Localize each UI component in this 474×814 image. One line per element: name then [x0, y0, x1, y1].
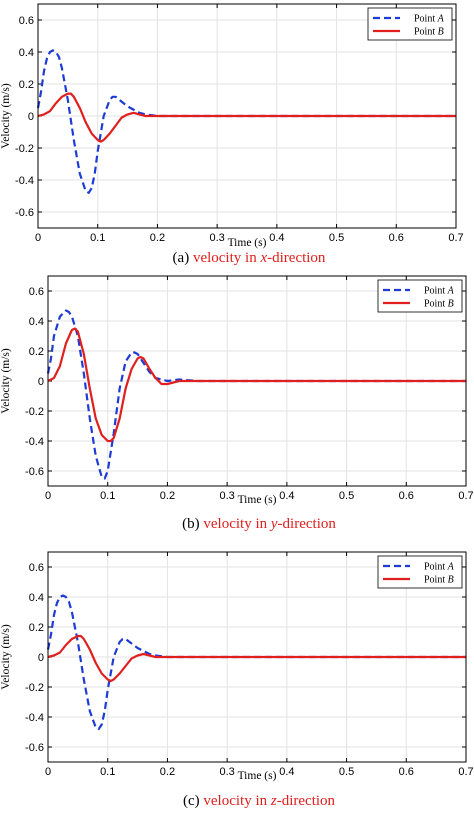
legend-label-point-a: Point A [414, 14, 445, 25]
legend-label-point-b: Point B [414, 27, 444, 38]
x-tick-label: 0.2 [160, 766, 175, 778]
x-tick-label: 0.7 [458, 766, 473, 778]
x-tick-label: 0.6 [399, 490, 414, 502]
legend-label-point-a: Point A [424, 562, 455, 573]
legend-label-point-b: Point B [424, 299, 454, 310]
legend-label-point-a: Point A [424, 286, 455, 297]
x-tick-label: 0.6 [389, 232, 404, 244]
y-axis-label: Velocity (m/s) [0, 624, 12, 690]
series-line-point-a [46, 594, 466, 731]
y-axis-label: Velocity (m/s) [0, 348, 12, 414]
x-tick-label: 0.1 [90, 232, 105, 244]
axes-frame [47, 551, 467, 763]
figure-caption: (b) velocity in y-direction [182, 516, 336, 532]
y-tick-label: 0 [38, 652, 44, 664]
y-tick-label: 0.6 [19, 15, 34, 27]
chart-panel-3: 0 0.1 0.2 0.3 0.4 0.5 0.6 0.7 0.6 0.4 0.2 0 -0.2 -0.4… [0, 551, 474, 809]
x-tick-label: 0.2 [160, 490, 175, 502]
x-tick-label: 0.5 [339, 766, 354, 778]
y-tick-label: -0.6 [25, 742, 44, 754]
series-line-point-b [37, 92, 456, 143]
y-tick-label: -0.4 [15, 175, 34, 187]
legend-label-point-b: Point B [424, 575, 454, 586]
y-tick-label: -0.2 [25, 682, 44, 694]
series-line-point-a [46, 309, 466, 480]
y-tick-label: 0.4 [29, 592, 44, 604]
x-tick-label: 0.1 [100, 490, 115, 502]
legend-box [377, 555, 463, 589]
x-tick-label: 0.5 [329, 232, 344, 244]
legend-box [367, 7, 453, 41]
y-tick-label: -0.2 [15, 143, 34, 155]
y-tick-label: 0.6 [29, 286, 44, 298]
x-tick-label: 0 [45, 490, 51, 502]
x-tick-label: 0.3 [219, 490, 234, 502]
x-tick-label: 0.3 [209, 232, 224, 244]
x-tick-label: 0.7 [458, 490, 473, 502]
x-tick-label: 0.7 [448, 232, 463, 244]
x-tick-label: 0.2 [150, 232, 165, 244]
y-tick-label: 0.4 [19, 47, 34, 59]
x-axis-label: Time (s) [238, 770, 277, 782]
y-tick-label: -0.4 [25, 712, 44, 724]
series-line-point-b [47, 327, 466, 443]
y-tick-label: -0.6 [25, 466, 44, 478]
x-tick-label: 0 [35, 232, 41, 244]
x-tick-label: 0.1 [100, 766, 115, 778]
x-tick-label: 0.5 [339, 490, 354, 502]
series-line-point-b [47, 634, 466, 683]
y-axis-label: Velocity (m/s) [0, 83, 12, 149]
y-tick-label: 0.2 [29, 622, 44, 634]
y-tick-label: -0.4 [25, 436, 44, 448]
x-axis-label: Time (s) [228, 237, 267, 249]
legend-box [377, 279, 463, 313]
x-tick-label: 0.4 [279, 490, 294, 502]
y-tick-label: -0.2 [25, 406, 44, 418]
x-tick-label: 0.3 [219, 766, 234, 778]
x-tick-label: 0.4 [279, 766, 294, 778]
axes-frame [37, 3, 457, 229]
chart-panel-1: 0 0.1 0.2 0.3 0.4 0.5 0.6 0.7 0.6 0.4 0.2 0 -0.2 -0.4… [0, 3, 464, 266]
axes-frame [47, 275, 467, 487]
chart-panel-2: 0 0.1 0.2 0.3 0.4 0.5 0.6 0.7 0.6 0.4 0.2 0 -0.2 -0.4… [0, 275, 474, 532]
figure-caption: (c) velocity in z-direction [183, 793, 336, 809]
y-tick-label: -0.6 [15, 207, 34, 219]
y-tick-label: 0.2 [29, 346, 44, 358]
x-axis-label: Time (s) [238, 494, 277, 506]
y-tick-label: 0 [38, 376, 44, 388]
y-tick-label: 0.6 [29, 562, 44, 574]
y-tick-label: 0.4 [29, 316, 44, 328]
x-tick-label: 0 [45, 766, 51, 778]
x-tick-label: 0.4 [269, 232, 284, 244]
y-tick-label: 0 [28, 111, 34, 123]
x-tick-label: 0.6 [399, 766, 414, 778]
y-tick-label: 0.2 [19, 79, 34, 91]
figure-caption: (a) velocity in x-direction [173, 250, 326, 266]
